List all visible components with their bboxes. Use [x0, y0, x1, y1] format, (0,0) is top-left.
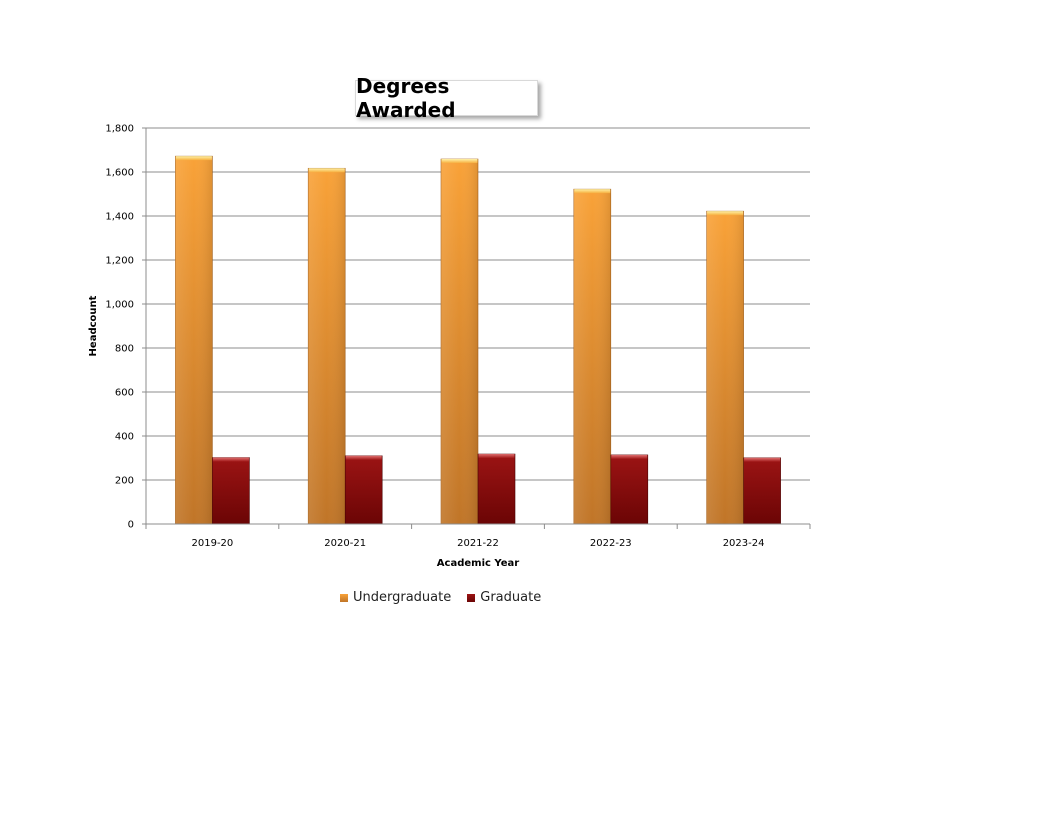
- legend-label-graduate: Graduate: [480, 590, 542, 605]
- x-axis-title: Academic Year: [437, 558, 519, 569]
- y-tick-label: 800: [115, 344, 134, 355]
- bar-undergraduate: [307, 167, 346, 525]
- bar-graduate: [743, 457, 781, 525]
- y-tick-label: 1,400: [105, 212, 134, 223]
- chart-title: Degrees Awarded: [356, 74, 456, 122]
- axes: 0 200 400 600 800 1,000 1,200 1,400 1,600 1,800 20…: [105, 124, 811, 549]
- y-tick-label: 400: [115, 432, 134, 443]
- y-axis-title: Headcount: [88, 295, 99, 356]
- bar-graduate: [477, 453, 516, 525]
- bar-undergraduate: [440, 158, 479, 525]
- x-tick-label: 2023-24: [723, 538, 765, 549]
- bar-undergraduate: [706, 210, 744, 525]
- legend-item-undergraduate: Undergraduate: [340, 590, 451, 605]
- legend-swatch-graduate: [467, 593, 476, 602]
- x-tick-label: 2022-23: [590, 538, 632, 549]
- y-tick-label: 1,800: [105, 124, 134, 135]
- bar-graduate: [344, 455, 383, 525]
- y-tick-label: 0: [128, 520, 134, 531]
- y-tick-label: 600: [115, 388, 134, 399]
- x-tick-label: 2019-20: [192, 538, 234, 549]
- bar-undergraduate: [573, 188, 612, 525]
- legend-swatch-undergraduate: [340, 593, 348, 602]
- y-tick-label: 1,000: [105, 300, 134, 311]
- x-tick-label: 2021-22: [457, 538, 499, 549]
- legend-item-graduate: Graduate: [467, 590, 541, 605]
- chart-title-box: Degrees Awarded: [355, 74, 538, 122]
- x-tick-label: 2020-21: [324, 538, 366, 549]
- y-tick-label: 1,600: [105, 168, 134, 179]
- bars: [175, 155, 781, 525]
- bar-graduate: [610, 454, 649, 525]
- y-tick-label: 200: [115, 476, 134, 487]
- y-tick-label: 1,200: [105, 256, 134, 267]
- legend-label-undergraduate: Undergraduate: [353, 590, 452, 605]
- bar-graduate: [212, 457, 250, 525]
- legend: Undergraduate Graduate: [340, 590, 541, 605]
- bar-undergraduate: [175, 155, 213, 525]
